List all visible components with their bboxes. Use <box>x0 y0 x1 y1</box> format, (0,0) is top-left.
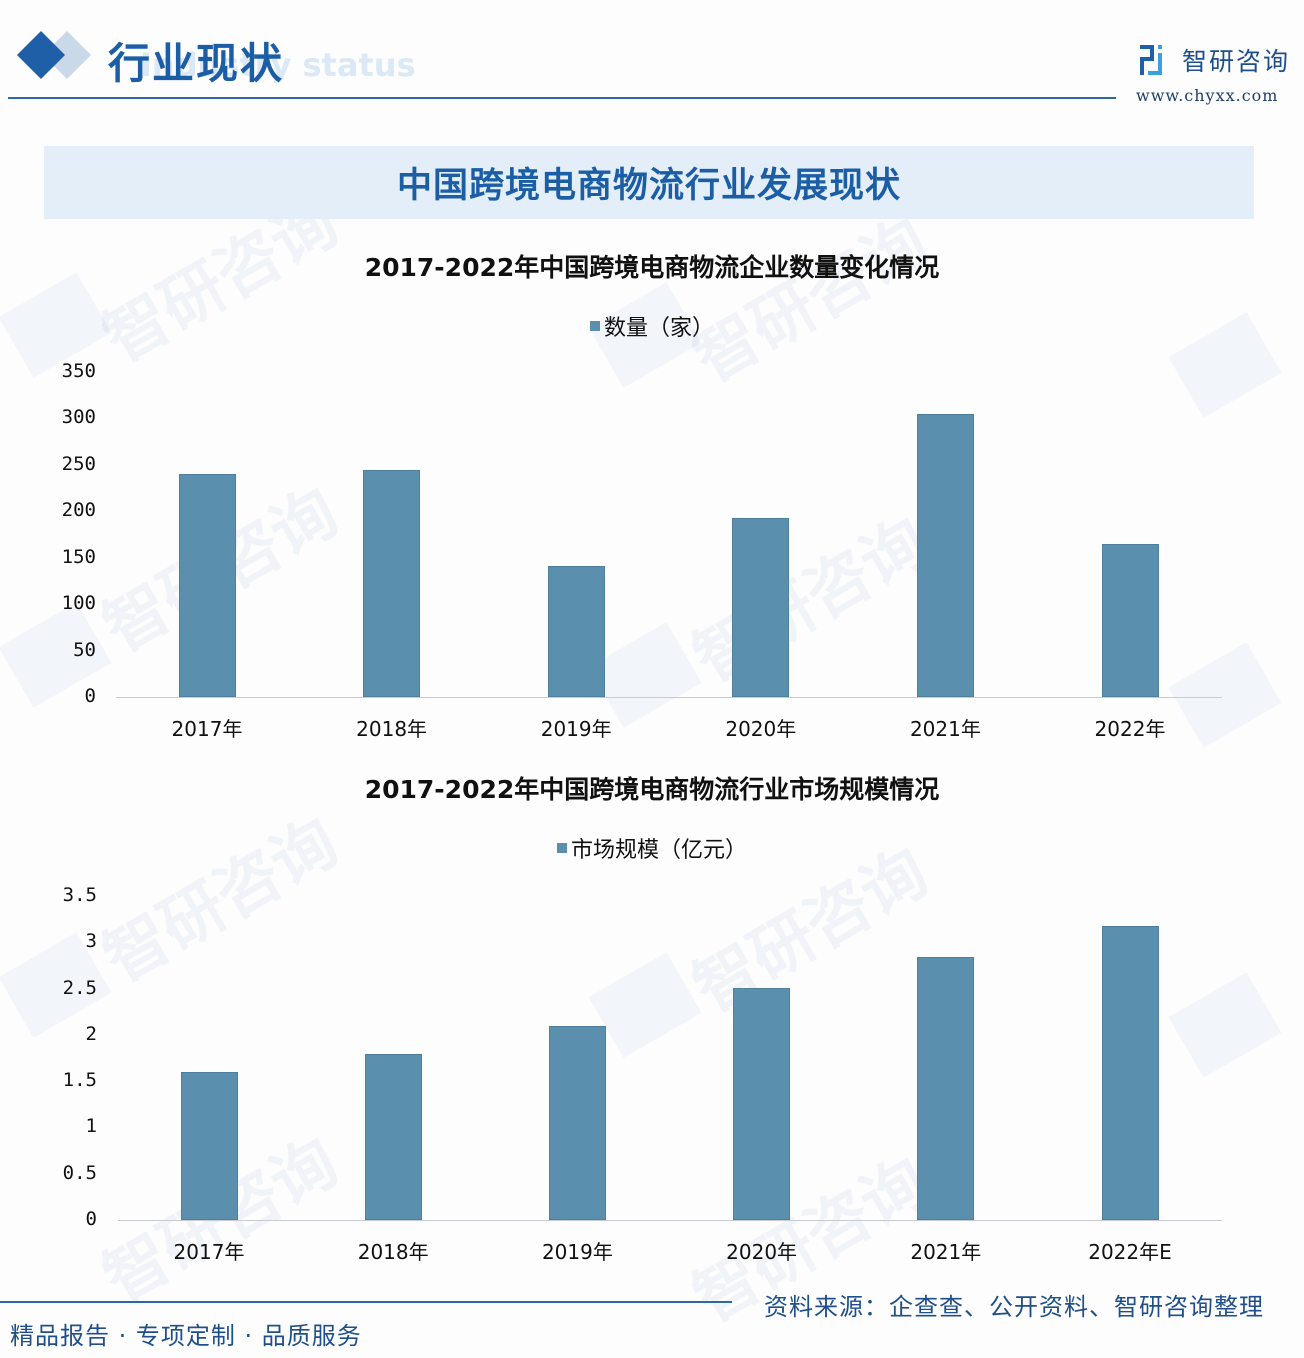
y-axis-tick: 2.5 <box>62 976 97 999</box>
y-axis-tick: 1 <box>85 1115 97 1138</box>
y-axis-tick: 1.5 <box>62 1069 97 1092</box>
x-axis-tick: 2019年 <box>540 717 612 741</box>
x-axis-tick: 2021年 <box>909 717 981 741</box>
x-axis-tick: 2021年 <box>910 1240 982 1264</box>
footer-divider <box>0 1301 732 1303</box>
y-axis-tick: 150 <box>61 545 96 568</box>
x-axis-tick: 2017年 <box>173 1240 245 1264</box>
x-axis-line <box>118 1220 1222 1221</box>
bar <box>178 474 236 697</box>
banner-title: 中国跨境电商物流行业发展现状 <box>396 165 901 206</box>
bar <box>547 566 605 697</box>
y-axis-tick: 0.5 <box>62 1161 97 1184</box>
data-source: 资料来源：企查查、公开资料、智研咨询整理 <box>764 1293 1264 1321</box>
y-axis-tick: 50 <box>73 638 96 661</box>
x-axis-tick: 2017年 <box>171 717 243 741</box>
header-divider <box>8 97 1116 99</box>
watermark: 智研咨询 <box>91 805 351 998</box>
chart-2-legend: 市场规模（亿元） <box>0 832 1304 864</box>
x-axis-tick: 2022年E <box>1088 1240 1172 1264</box>
bar <box>180 1071 238 1220</box>
y-axis-tick: 250 <box>61 452 96 475</box>
footer-slogan: 精品报告 · 专项定制 · 品质服务 <box>10 1322 362 1350</box>
y-axis-tick: 0 <box>85 1208 97 1230</box>
y-axis-tick: 300 <box>61 406 96 429</box>
watermark: 智研咨询 <box>681 205 941 398</box>
x-axis-tick: 2022年 <box>1094 717 1166 741</box>
legend-swatch-icon <box>556 843 567 853</box>
brand-url: www.chyxx.com <box>1136 86 1279 105</box>
y-axis-tick: 200 <box>61 499 96 522</box>
watermark: 智研咨询 <box>681 505 941 698</box>
bar <box>363 470 421 697</box>
bar <box>1101 925 1159 1220</box>
x-axis-tick: 2019年 <box>541 1240 613 1264</box>
header-ghost-text: Industry status <box>140 46 416 84</box>
page-banner: 中国跨境电商物流行业发展现状 <box>44 146 1254 219</box>
chart-2-title: 2017-2022年中国跨境电商物流行业市场规模情况 <box>364 775 940 804</box>
watermark-logo <box>1168 972 1282 1078</box>
page-header: Industry status 行业现状 智研咨询 www.chyxx.com <box>0 0 1304 110</box>
x-axis-line <box>116 697 1222 698</box>
brand-logo-icon <box>1140 45 1170 75</box>
chart-1-legend-label: 数量（家） <box>603 316 714 341</box>
y-axis-tick: 0 <box>84 685 96 707</box>
bar <box>916 413 974 697</box>
x-axis-tick: 2020年 <box>725 717 797 741</box>
bar <box>364 1054 422 1220</box>
y-axis-tick: 3 <box>85 930 97 953</box>
x-axis-tick: 2020年 <box>726 1240 798 1264</box>
x-axis-tick: 2018年 <box>357 1240 429 1264</box>
y-axis-tick: 350 <box>61 360 96 382</box>
chart-2-legend-label: 市场规模（亿元） <box>570 838 747 863</box>
chart-1-legend: 数量（家） <box>0 310 1304 342</box>
chart-1-title: 2017-2022年中国跨境电商物流企业数量变化情况 <box>364 253 940 282</box>
y-axis-tick: 3.5 <box>62 884 97 906</box>
x-axis-tick: 2018年 <box>356 717 428 741</box>
brand-logo: 智研咨询 <box>1140 42 1290 78</box>
y-axis-tick: 2 <box>85 1022 97 1045</box>
bar <box>1101 543 1159 697</box>
section-title: 行业现状 <box>108 39 285 88</box>
y-axis-tick: 100 <box>61 592 96 615</box>
bar <box>917 957 975 1220</box>
brand-name: 智研咨询 <box>1182 47 1291 76</box>
watermark-logo <box>588 622 702 728</box>
bar <box>733 987 791 1220</box>
bar <box>548 1025 606 1220</box>
bar <box>732 517 790 697</box>
legend-swatch-icon <box>589 321 600 331</box>
